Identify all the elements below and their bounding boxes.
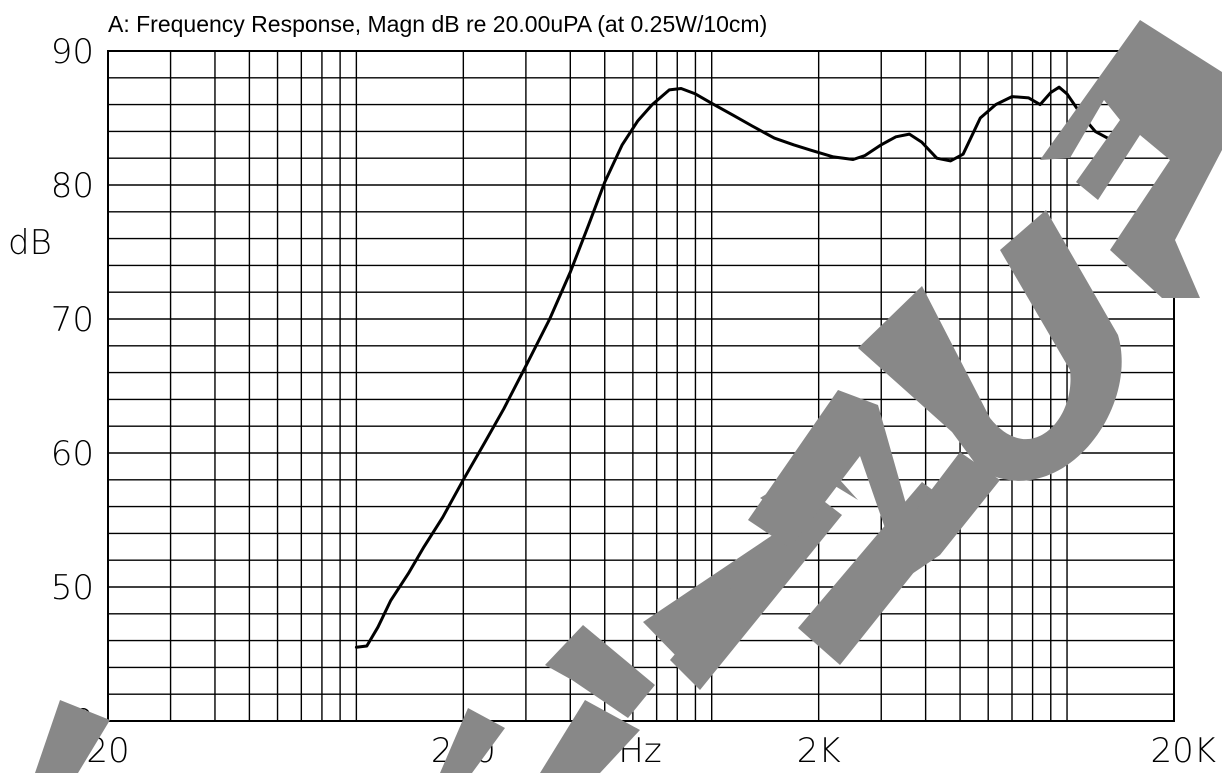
y-tick-label: 50 <box>51 568 94 608</box>
series-line <box>354 85 1164 649</box>
y-tick-label: 90 <box>51 32 94 72</box>
watermark-letter-t <box>670 492 842 690</box>
watermark-letter-t <box>643 460 858 660</box>
x-tick-label: 2K <box>797 731 841 771</box>
watermark-letter-i <box>440 708 505 773</box>
x-tick-label: 20K <box>1150 731 1216 771</box>
chart-title: A: Frequency Response, Magn dB re 20.00u… <box>108 11 767 37</box>
watermark-letter-u <box>858 210 1122 481</box>
plot-grid <box>108 51 1174 721</box>
watermark-letter-e <box>1040 20 1222 298</box>
watermark-letter-n <box>748 390 1000 580</box>
discontinued-watermark <box>35 20 1222 773</box>
y-axis-label: dB <box>8 223 52 263</box>
watermark-letter-s <box>540 700 640 773</box>
y-tick-labels: 405060708090 <box>51 32 94 742</box>
y-tick-label: 80 <box>51 166 94 206</box>
y-tick-label: 70 <box>51 300 94 340</box>
watermark-letter-d <box>35 700 110 773</box>
plot-frame <box>107 50 1175 722</box>
y-tick-label: 60 <box>51 434 94 474</box>
watermark-letter-c <box>545 625 655 718</box>
